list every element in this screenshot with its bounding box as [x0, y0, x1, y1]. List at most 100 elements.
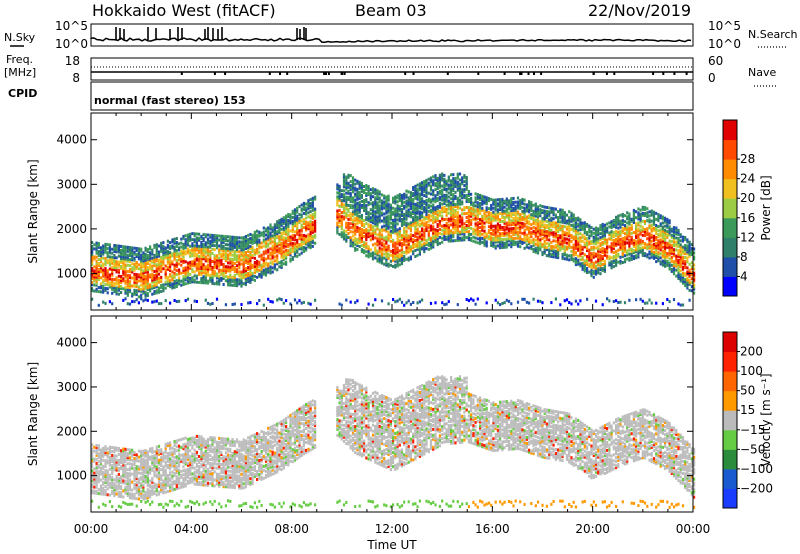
power-cell — [349, 242, 352, 246]
power-cell — [568, 210, 571, 214]
power-cell — [525, 233, 528, 237]
power-cell — [200, 271, 203, 274]
power-cell — [400, 214, 404, 217]
power-cell — [621, 231, 624, 234]
power-cell — [441, 208, 444, 212]
power-cell — [474, 208, 477, 212]
power-cell — [128, 274, 132, 278]
power-cell — [483, 213, 486, 217]
power-cell — [532, 215, 535, 219]
power-cell — [280, 247, 283, 251]
power-cell — [186, 243, 190, 247]
power-cell — [135, 265, 138, 268]
power-cell — [135, 291, 138, 295]
power-cell — [483, 221, 486, 225]
power-cell — [117, 286, 120, 290]
power-cell — [140, 277, 143, 281]
power-cell — [371, 221, 375, 225]
power-cell — [264, 263, 268, 267]
power-cell — [282, 242, 285, 246]
power-cell — [465, 298, 468, 301]
power-cell — [233, 249, 236, 253]
power-cell — [441, 174, 444, 178]
power-cell — [541, 229, 544, 233]
power-cell — [409, 191, 412, 195]
power-cell — [111, 255, 114, 259]
power-cell — [545, 216, 548, 219]
power-cell — [632, 217, 635, 220]
power-cell — [215, 234, 219, 238]
power-cell — [383, 200, 386, 204]
power-cell — [135, 277, 138, 281]
power-cell — [146, 280, 149, 284]
power-cell — [291, 247, 294, 251]
power-cell — [387, 232, 390, 236]
power-cell — [354, 248, 357, 252]
power-cell — [635, 216, 638, 220]
power-cell — [296, 208, 299, 212]
power-cell — [191, 246, 194, 250]
power-cell — [144, 256, 147, 260]
power-cell — [311, 236, 314, 240]
power-cell — [256, 247, 259, 251]
power-cell — [220, 254, 223, 258]
power-cell — [227, 267, 230, 271]
power-cell — [445, 181, 448, 185]
power-cell — [514, 232, 517, 236]
power-cell — [409, 207, 412, 211]
power-cell — [409, 225, 412, 229]
power-cell — [126, 255, 129, 259]
power-cell — [536, 227, 540, 231]
power-cell — [514, 216, 517, 220]
power-cell — [111, 259, 114, 263]
power-cell — [189, 250, 192, 254]
power-cell — [189, 262, 192, 266]
power-cell — [559, 214, 562, 218]
power-cell — [251, 249, 254, 253]
power-cell — [385, 203, 388, 207]
power-cell — [278, 297, 281, 301]
power-cell — [505, 231, 508, 235]
power-cell — [215, 238, 219, 242]
power-cell — [367, 249, 370, 253]
power-cell — [144, 294, 147, 298]
power-cell — [178, 254, 181, 258]
power-cell — [554, 231, 557, 235]
power-cell — [358, 200, 361, 204]
power-cell — [345, 239, 348, 243]
power-cell — [612, 235, 615, 238]
power-cell — [356, 205, 359, 209]
power-cell — [302, 246, 305, 249]
power-cell — [106, 287, 109, 291]
power-cell — [632, 219, 635, 222]
power-cell — [574, 219, 577, 222]
power-cell — [635, 224, 638, 228]
power-cell — [619, 219, 622, 223]
power-cell — [557, 254, 560, 258]
power-cell — [503, 219, 506, 223]
power-cell — [548, 228, 551, 232]
power-cell — [474, 214, 477, 218]
power-cell — [347, 232, 350, 235]
power-cell — [496, 222, 499, 226]
power-cell — [583, 245, 586, 249]
power-cell — [151, 268, 154, 272]
power-cell — [476, 229, 479, 233]
power-cell — [416, 183, 419, 187]
power-cell — [583, 231, 586, 235]
power-cell — [374, 248, 377, 252]
power-cell — [597, 259, 600, 263]
power-cell — [376, 221, 379, 225]
power-cell — [256, 259, 259, 263]
power-cell — [519, 225, 522, 229]
power-cell — [639, 248, 642, 252]
power-cell — [99, 268, 103, 272]
power-cell — [423, 202, 426, 206]
power-cell — [285, 260, 288, 264]
power-cell — [505, 241, 508, 245]
power-cell — [403, 303, 406, 307]
power-cell — [360, 224, 363, 227]
power-cell — [300, 239, 303, 243]
power-cell — [548, 230, 551, 234]
power-cell — [173, 253, 176, 257]
